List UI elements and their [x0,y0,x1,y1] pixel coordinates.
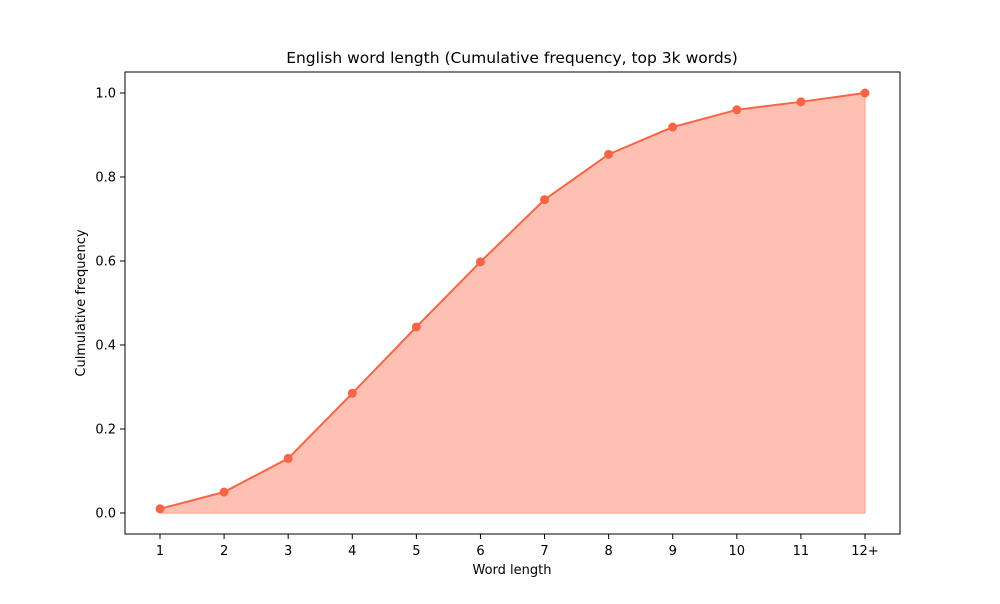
y-tick-label: 0.2 [95,423,116,438]
y-axis: 0.0 0.2 0.4 0.6 0.8 1.0 [95,87,125,522]
x-tick-label: 9 [669,544,677,559]
x-axis: 1 2 3 4 5 6 7 8 9 10 11 12+ [156,534,879,559]
data-point [219,487,229,497]
data-point [283,453,293,463]
data-point [732,105,742,115]
data-point [860,88,870,98]
x-tick-label: 10 [729,544,746,559]
y-tick-label: 0.4 [95,339,116,354]
x-tick-label: 12+ [851,544,878,559]
data-point [347,388,357,398]
x-tick-label: 3 [284,544,292,559]
y-tick-label: 0.8 [95,171,116,186]
data-point [796,97,806,107]
plot-frame [124,71,901,535]
x-tick-label: 5 [412,544,420,559]
y-tick-label: 0.6 [95,255,116,270]
x-tick-label: 8 [604,544,612,559]
x-tick-label: 7 [540,544,548,559]
x-tick-label: 6 [476,544,484,559]
data-point [155,504,165,514]
data-point [540,195,550,205]
series-line [159,92,866,510]
chart-title: English word length (Cumulative frequenc… [286,49,738,67]
x-tick-label: 1 [156,544,164,559]
y-tick-label: 1.0 [95,87,116,102]
y-tick-label: 0.0 [95,507,116,522]
data-point [604,149,614,159]
x-tick-label: 4 [348,544,356,559]
y-axis-label: Culmulative frequency [74,229,89,376]
x-tick-label: 2 [220,544,228,559]
area-fill [159,92,866,514]
x-tick-label: 11 [793,544,810,559]
data-point [411,322,421,332]
x-axis-label: Word length [473,563,552,578]
plot-area [155,88,870,514]
data-point [475,257,485,267]
data-point [668,122,678,132]
